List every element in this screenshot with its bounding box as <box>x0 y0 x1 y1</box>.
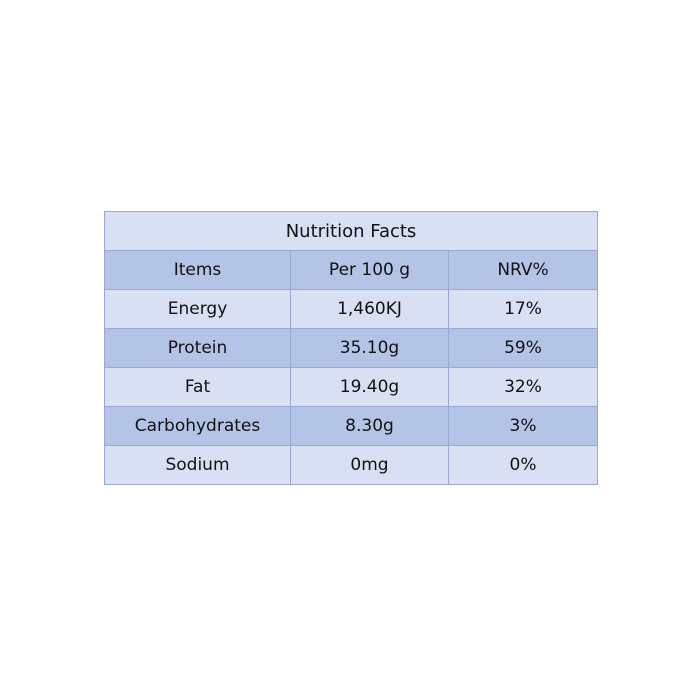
table-row: Fat 19.40g 32% <box>104 367 599 407</box>
nutrition-facts-panel: Nutrition Facts Items Per 100 g NRV% Ene… <box>103 211 599 485</box>
cell-amount: 0mg <box>290 445 449 485</box>
cell-nrv: 59% <box>447 328 599 368</box>
cell-nrv: 32% <box>447 367 599 407</box>
cell-item: Sodium <box>104 445 291 485</box>
cell-nrv: 0% <box>447 445 599 485</box>
table-row: Carbohydrates 8.30g 3% <box>104 406 599 446</box>
table-row: Sodium 0mg 0% <box>104 445 599 485</box>
cell-amount: 8.30g <box>290 406 449 446</box>
cell-item: Carbohydrates <box>104 406 291 446</box>
header-per-100g: Per 100 g <box>290 250 449 290</box>
nutrition-table: Nutrition Facts Items Per 100 g NRV% Ene… <box>103 211 599 485</box>
cell-item: Protein <box>104 328 291 368</box>
cell-amount: 35.10g <box>290 328 449 368</box>
header-items: Items <box>104 250 291 290</box>
cell-amount: 19.40g <box>290 367 449 407</box>
table-header-row: Items Per 100 g NRV% <box>104 250 599 290</box>
table-title: Nutrition Facts <box>103 211 599 251</box>
header-nrv: NRV% <box>447 250 599 290</box>
cell-amount: 1,460KJ <box>290 289 449 329</box>
table-row: Protein 35.10g 59% <box>104 328 599 368</box>
cell-nrv: 17% <box>447 289 599 329</box>
table-title-row: Nutrition Facts <box>103 211 599 251</box>
cell-item: Energy <box>104 289 291 329</box>
cell-item: Fat <box>104 367 291 407</box>
table-row: Energy 1,460KJ 17% <box>104 289 599 329</box>
cell-nrv: 3% <box>447 406 599 446</box>
